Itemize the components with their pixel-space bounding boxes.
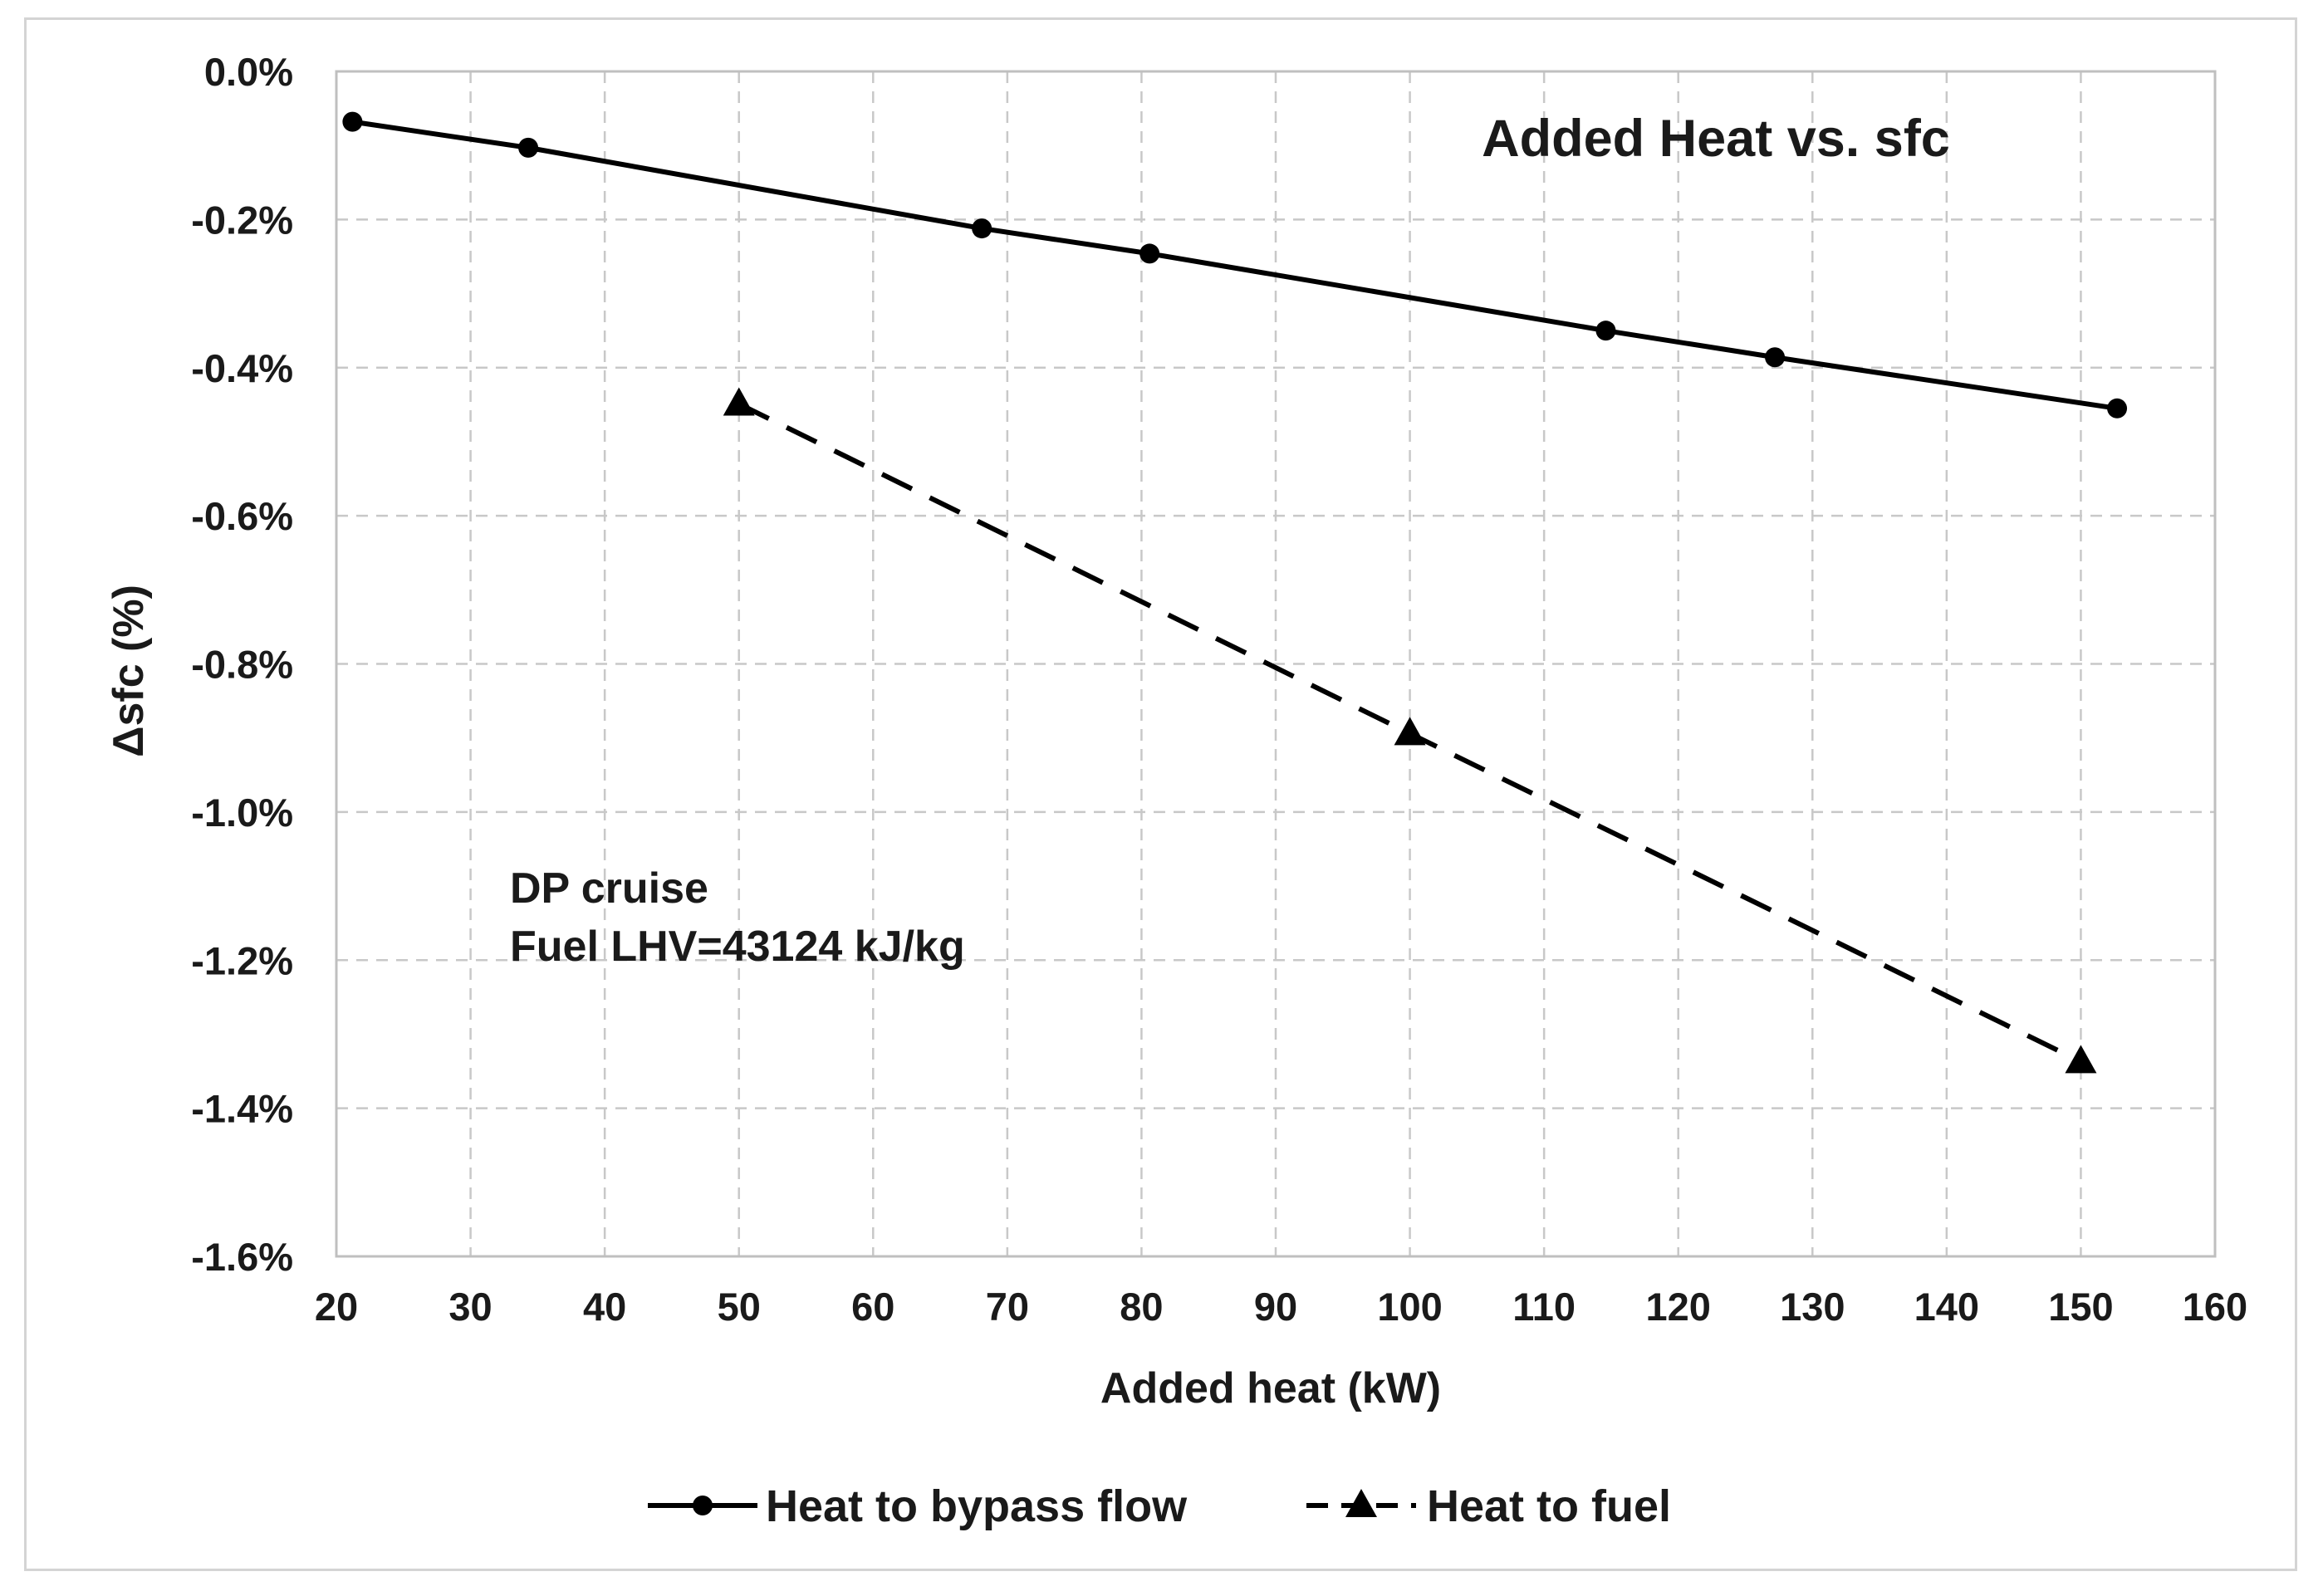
legend-label-heat-to-bypass-flow: Heat to bypass flow [766,1481,1188,1531]
y-tick-label: -1.2% [191,938,293,982]
y-tick-label: 0.0% [204,50,293,94]
x-tick-label: 60 [851,1285,894,1329]
x-tick-label: 20 [315,1285,358,1329]
y-tick-label: -0.8% [191,643,293,687]
x-tick-label: 150 [2048,1285,2113,1329]
x-tick-label: 120 [1646,1285,1711,1329]
legend-marker-heat-to-bypass-flow [693,1496,713,1515]
x-axis-title: Added heat (kW) [1100,1364,1441,1412]
y-tick-label: -1.4% [191,1087,293,1131]
data-point-heat-to-bypass-flow [518,137,539,158]
legend-marker-heat-to-fuel [1345,1489,1377,1517]
x-tick-label: 50 [718,1285,761,1329]
chart-title: Added Heat vs. sfc [1482,110,1950,168]
legend-label-heat-to-fuel: Heat to fuel [1427,1481,1671,1531]
data-point-heat-to-bypass-flow [2107,398,2128,419]
text-layer: Added Heat vs. sfc Added heat (kW) Δsfc … [105,110,1950,1412]
grid [335,70,2217,1258]
y-tick-label: -0.6% [191,494,293,538]
y-tick-label: -0.2% [191,198,293,242]
chart-frame [24,17,2297,1571]
x-tick-label: 30 [448,1285,492,1329]
annotation-condition: DP cruise [510,864,708,913]
annotation-fuel-lhv: Fuel LHV=43124 kJ/kg [510,923,965,971]
data-point-heat-to-bypass-flow [972,218,992,239]
x-tick-label: 110 [1512,1285,1576,1329]
x-tick-label: 160 [2183,1285,2247,1329]
data-point-heat-to-fuel [723,387,755,416]
tick-labels: 20 30 40 50 60 70 80 90 100 110 120 130 140 150 160 0.0… [191,50,2247,1329]
x-tick-label: 40 [583,1285,626,1329]
x-tick-label: 140 [1914,1285,1979,1329]
y-tick-label: -1.6% [191,1235,293,1279]
y-tick-label: -0.4% [191,346,293,390]
y-axis-title: Δsfc (%) [105,585,153,757]
axes [335,70,2217,1258]
x-tick-label: 100 [1377,1285,1442,1329]
legend: Heat to bypass flow Heat to fuel [648,1481,1671,1531]
data-point-heat-to-fuel [2065,1045,2097,1074]
data-point-heat-to-bypass-flow [1595,321,1616,341]
x-tick-label: 80 [1120,1285,1163,1329]
x-tick-label: 70 [986,1285,1029,1329]
x-tick-label: 90 [1254,1285,1297,1329]
x-tick-label: 130 [1780,1285,1845,1329]
series [342,111,2128,1074]
data-point-heat-to-bypass-flow [342,111,363,132]
data-point-heat-to-bypass-flow [1765,347,1786,368]
data-point-heat-to-fuel [1394,717,1426,746]
data-point-heat-to-bypass-flow [1139,243,1160,264]
plot-area-border [335,70,2217,1258]
y-tick-label: -1.0% [191,791,293,835]
